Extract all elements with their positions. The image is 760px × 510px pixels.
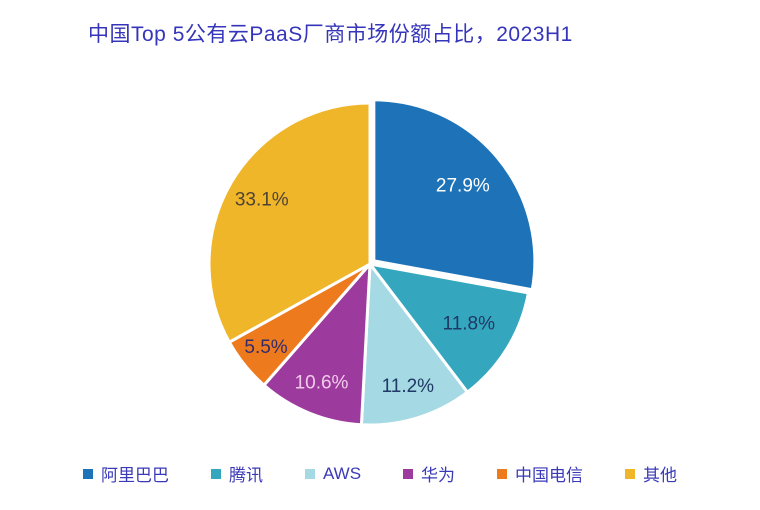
slice-value-label: 5.5% bbox=[244, 337, 287, 358]
pie-slice-1 bbox=[372, 98, 537, 292]
legend-swatch-icon bbox=[304, 468, 315, 479]
slice-value-label: 11.8% bbox=[443, 314, 496, 335]
slice-value-label: 27.9% bbox=[436, 176, 490, 197]
legend: 阿里巴巴 腾讯 AWS 华为 中国电信 其他 bbox=[0, 461, 760, 486]
legend-item-2: 腾讯 bbox=[210, 461, 263, 486]
pie-slice-6 bbox=[207, 101, 372, 344]
legend-label: AWS bbox=[322, 463, 362, 483]
slice-value-label: 11.2% bbox=[382, 376, 435, 397]
legend-label: 其他 bbox=[643, 466, 678, 485]
pie-slice-2 bbox=[368, 262, 530, 394]
legend-swatch-icon bbox=[82, 468, 93, 479]
legend-swatch-icon bbox=[210, 468, 221, 479]
legend-item-1: 阿里巴巴 bbox=[82, 461, 169, 486]
chart-title: 中国Top 5公有云PaaS厂商市场份额占比，2023H1 bbox=[88, 23, 573, 46]
legend-item-5: 中国电信 bbox=[497, 461, 583, 486]
legend-swatch-icon bbox=[497, 468, 508, 479]
legend-label: 华为 bbox=[421, 466, 456, 485]
legend-swatch-icon bbox=[625, 468, 636, 479]
pie-slice-3 bbox=[359, 262, 469, 427]
pie-slice-4 bbox=[262, 262, 372, 427]
legend-item-6: 其他 bbox=[625, 461, 677, 486]
slice-value-label: 10.6% bbox=[295, 372, 349, 393]
slice-value-label: 33.1% bbox=[235, 189, 289, 210]
legend-label: 腾讯 bbox=[228, 466, 263, 485]
legend-label: 中国电信 bbox=[515, 466, 584, 485]
legend-item-3: AWS bbox=[304, 463, 362, 484]
legend-label: 阿里巴巴 bbox=[100, 466, 169, 485]
legend-item-4: 华为 bbox=[403, 461, 455, 486]
legend-swatch-icon bbox=[403, 468, 414, 479]
